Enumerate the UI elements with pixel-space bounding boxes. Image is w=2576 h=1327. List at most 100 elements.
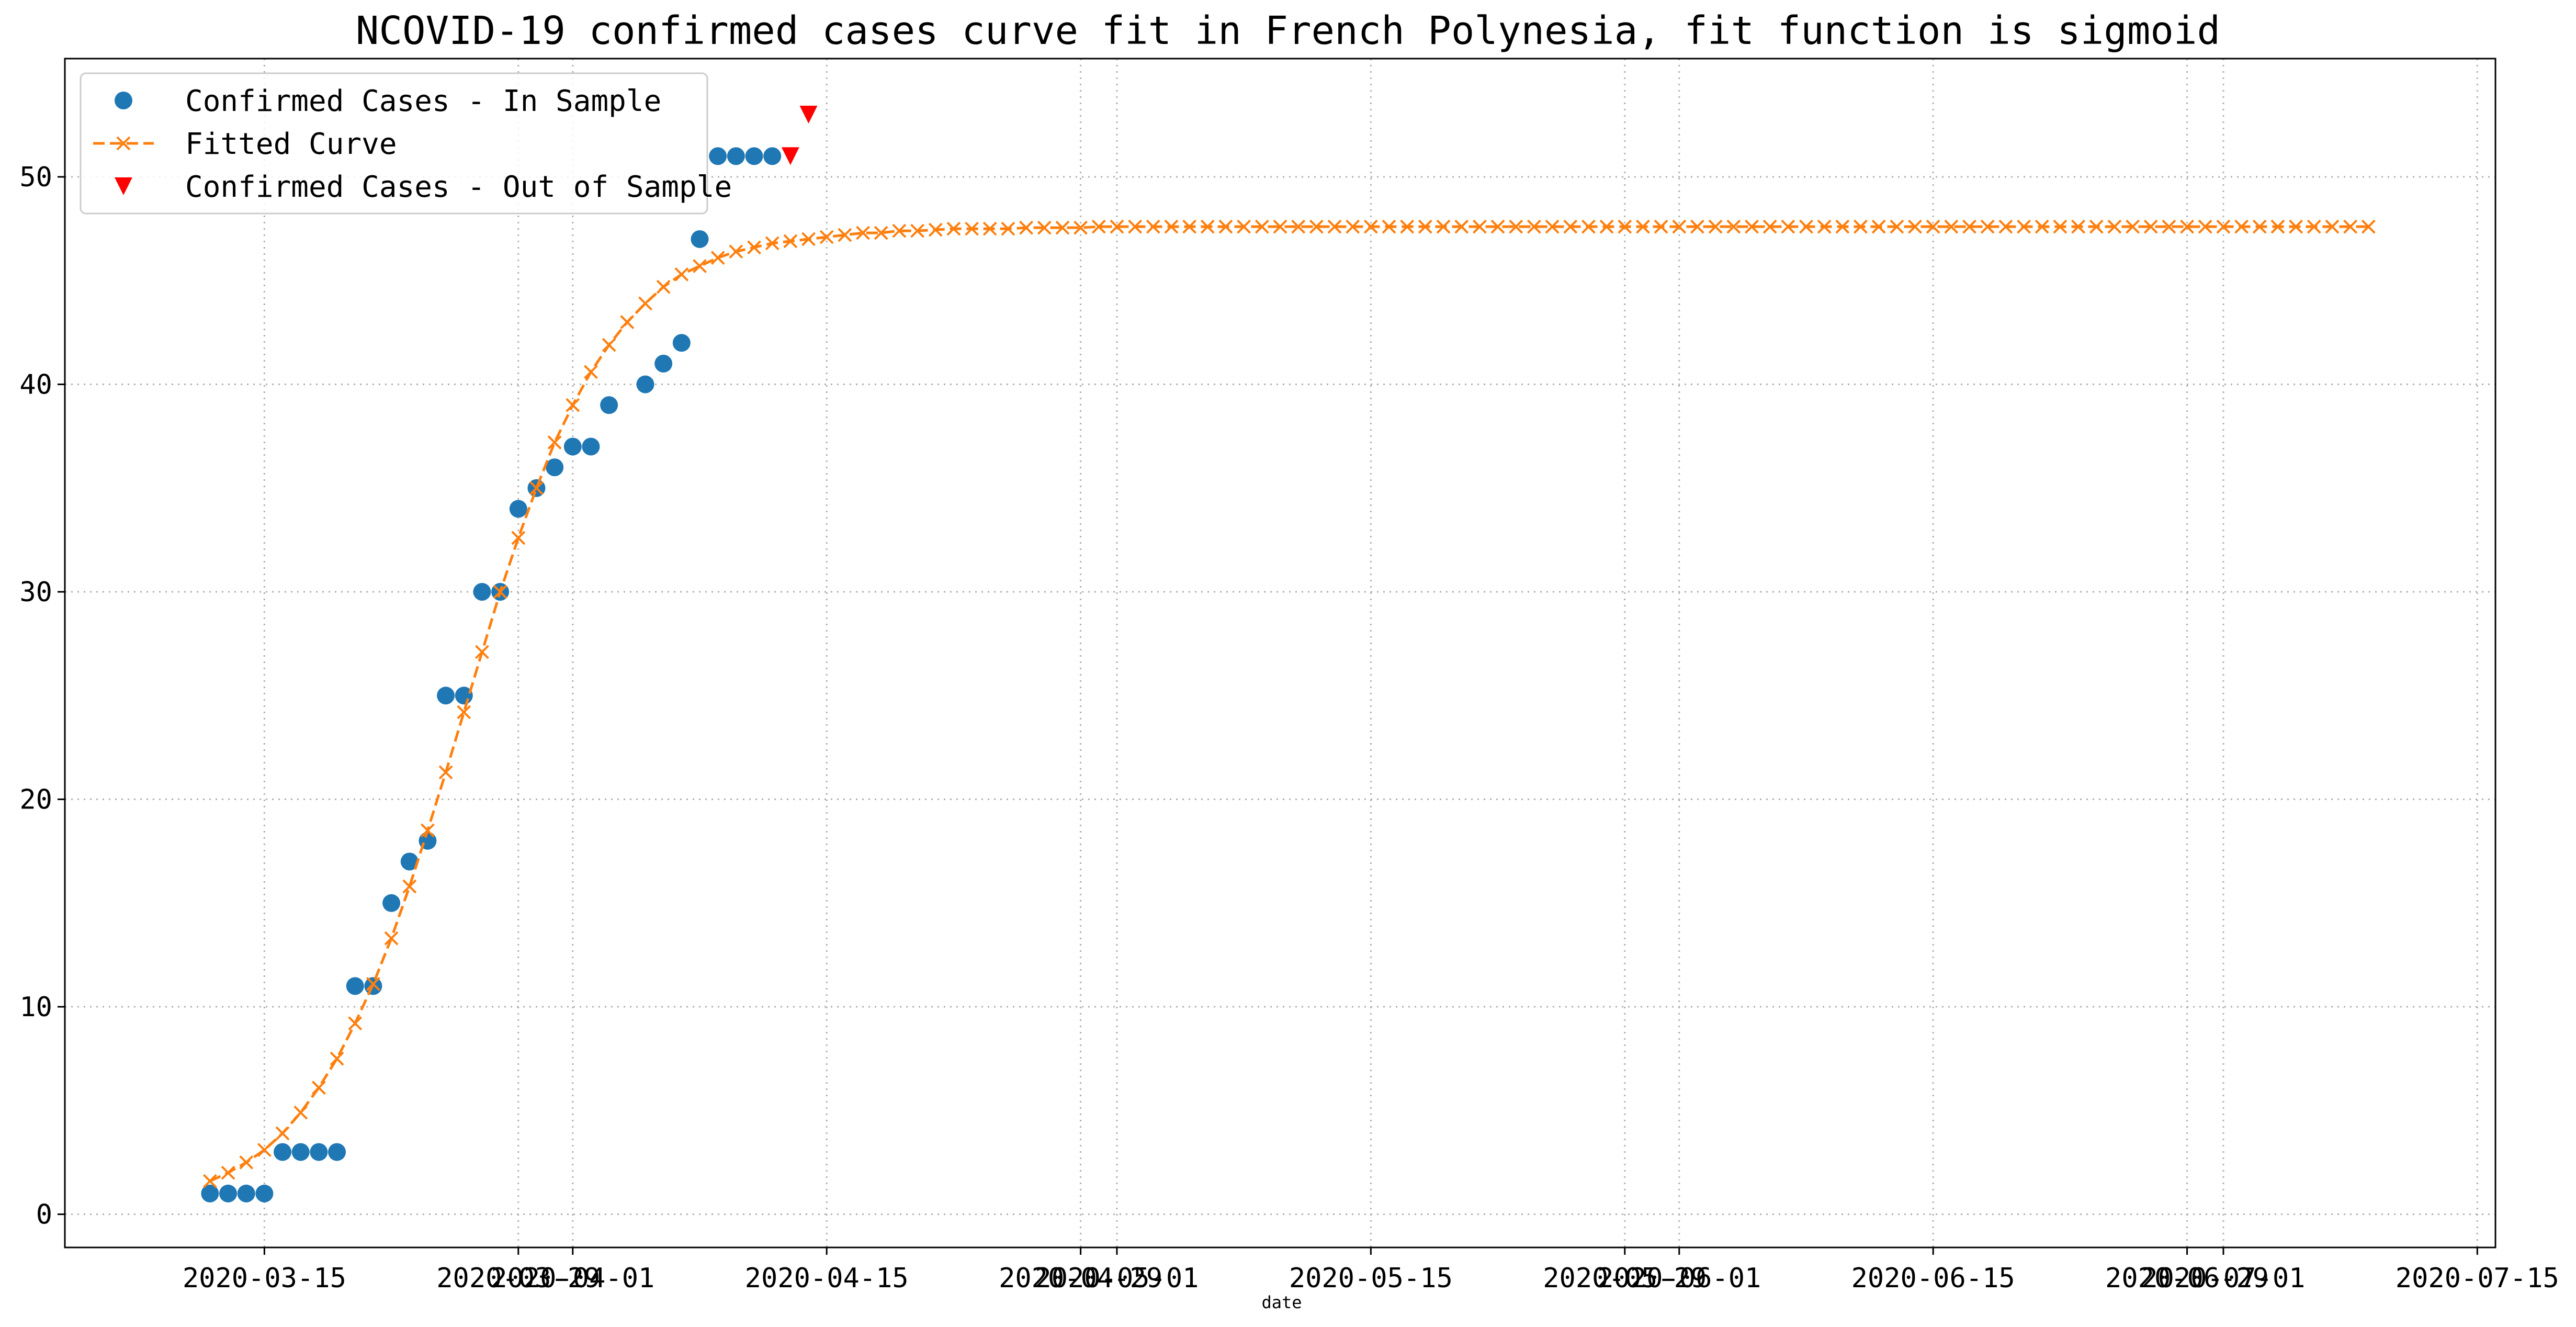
x-tick-label: 2020-06-29 <box>2105 1263 2269 1294</box>
in-sample-point <box>563 437 582 456</box>
fitted-curve-point <box>656 279 671 294</box>
in-sample-point <box>509 500 527 518</box>
fitted-curve-point <box>1980 219 1995 234</box>
in-sample-point <box>745 147 763 165</box>
fitted-curve-point <box>910 223 924 238</box>
legend-circle-marker <box>115 92 132 109</box>
series-1 <box>202 219 2376 1188</box>
fitted-curve-point <box>620 315 635 329</box>
fitted-curve-point <box>1527 219 1541 234</box>
fitted-curve-point <box>1654 219 1668 234</box>
fitted-curve-point <box>1255 219 1269 234</box>
fitted-curve-point <box>1055 220 1070 235</box>
y-tick-label: 10 <box>19 992 52 1023</box>
x-tick-label: 2020-05-15 <box>1289 1263 1453 1294</box>
fitted-curve-point <box>602 338 616 352</box>
fitted-curve-point <box>1382 219 1396 234</box>
fitted-curve-point <box>1091 219 1106 234</box>
fitted-curve-point <box>2162 219 2176 234</box>
fitted-curve-point <box>311 1081 326 1095</box>
fitted-curve-point <box>1636 219 1650 234</box>
fitted-curve-point <box>348 1016 363 1031</box>
in-sample-point <box>582 437 600 456</box>
fitted-curve-point <box>928 222 943 237</box>
fitted-curve-point <box>1291 219 1306 234</box>
fitted-curve-point <box>1509 219 1523 234</box>
fitted-curve-point <box>1074 220 1088 235</box>
fitted-curve-point <box>547 435 562 449</box>
y-tick-label: 50 <box>19 162 52 193</box>
fitted-curve-point <box>729 244 743 259</box>
fitted-curve-point <box>1128 219 1143 234</box>
fitted-curve-point <box>493 584 507 599</box>
fitted-curve-point <box>674 267 689 282</box>
chart-title: NCOVID-19 confirmed cases curve fit in F… <box>356 8 2220 53</box>
fitted-curve-point <box>1327 219 1342 234</box>
fitted-curve-point <box>1835 219 1850 234</box>
fitted-curve-point <box>1690 219 1704 234</box>
fitted-curve-point <box>1218 219 1233 234</box>
x-tick-label: 2020-06-15 <box>1851 1263 2015 1294</box>
x-tick-label: 2020-06-01 <box>1597 1263 1761 1294</box>
fitted-curve-point <box>475 645 489 659</box>
fitted-curve-point <box>1309 219 1324 234</box>
fitted-curve-point <box>221 1165 235 1180</box>
x-tick-label: 2020-07-15 <box>2396 1263 2559 1294</box>
fitted-curve-point <box>457 705 471 719</box>
fitted-curve-point <box>1418 219 1432 234</box>
fitted-curve-point <box>1400 219 1415 234</box>
fitted-curve-point <box>257 1143 272 1157</box>
out-of-sample-point <box>799 106 818 124</box>
fitted-curve-point <box>874 226 888 240</box>
fitted-curve-point <box>1363 219 1378 234</box>
fitted-curve-point <box>801 232 816 246</box>
fitted-curve-point <box>1854 219 1868 234</box>
fitted-curve-point <box>982 221 997 236</box>
fitted-curve-point <box>1708 219 1723 234</box>
fitted-curve-point <box>838 228 852 242</box>
fitted-curve-point <box>747 240 761 255</box>
fitted-curve-point <box>529 481 544 496</box>
in-sample-point <box>237 1184 255 1202</box>
fitted-curve-point <box>765 236 779 251</box>
fitted-curve-point <box>1726 219 1741 234</box>
y-tick-label: 20 <box>19 784 52 816</box>
x-tick-label: 2020-05-01 <box>1035 1263 1199 1294</box>
in-sample-point <box>382 894 401 912</box>
x-tick-label: 2020-03-15 <box>183 1263 346 1294</box>
fitted-curve-point <box>2216 219 2231 234</box>
fitted-curve-point <box>1599 219 1614 234</box>
fitted-curve-point <box>1182 219 1197 234</box>
in-sample-point <box>600 396 618 414</box>
fitted-curve-point <box>1200 219 1215 234</box>
legend-triangle-marker <box>115 177 132 195</box>
x-tick-label: 2020-04-29 <box>999 1263 1162 1294</box>
fitted-curve-point <box>1001 221 1015 236</box>
fitted-curve-line <box>209 225 2369 1183</box>
in-sample-point <box>654 354 673 373</box>
legend-box <box>80 72 708 215</box>
y-tick-label: 0 <box>36 1199 52 1231</box>
fitted-curve-point <box>2107 219 2122 234</box>
series-layer <box>201 106 2376 1202</box>
fitted-curve-point <box>1273 219 1287 234</box>
fitted-curve-point <box>366 977 380 991</box>
in-sample-point <box>291 1143 310 1161</box>
fitted-curve-point <box>2126 219 2140 234</box>
in-sample-point <box>672 334 691 352</box>
fitted-curve-point <box>1799 219 1813 234</box>
fitted-curve-point <box>2252 219 2267 234</box>
fitted-curve-point <box>1998 219 2013 234</box>
series-2 <box>781 106 818 165</box>
fitted-curve-point <box>202 1174 217 1188</box>
fitted-curve-point <box>2089 219 2104 234</box>
fitted-curve-point <box>293 1105 308 1120</box>
fitted-curve-point <box>1926 219 1940 234</box>
fitted-curve-point <box>2017 219 2031 234</box>
in-sample-point <box>310 1143 328 1161</box>
in-sample-point <box>763 147 782 165</box>
fitted-curve-point <box>965 221 979 236</box>
fitted-curve-point <box>2053 219 2067 234</box>
fitted-curve-point <box>1944 219 1959 234</box>
